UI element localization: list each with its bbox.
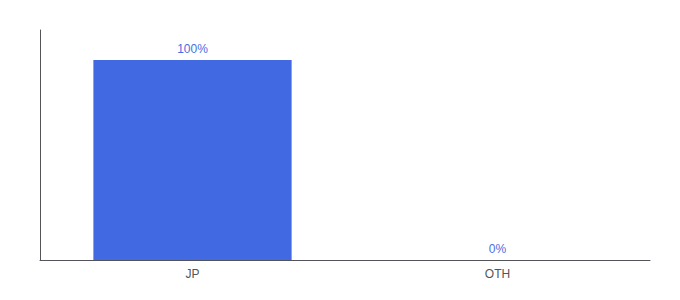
svg-text:JP: JP bbox=[185, 267, 199, 281]
svg-text:0%: 0% bbox=[489, 242, 507, 256]
svg-text:100%: 100% bbox=[177, 42, 208, 56]
svg-text:OTH: OTH bbox=[485, 267, 510, 281]
